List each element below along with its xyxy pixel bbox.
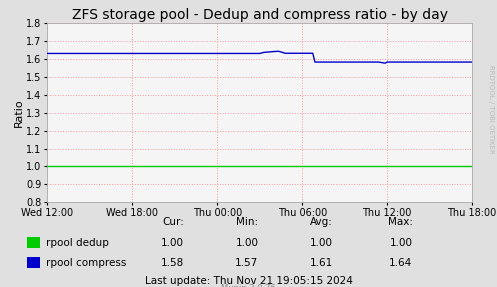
Text: Last update: Thu Nov 21 19:05:15 2024: Last update: Thu Nov 21 19:05:15 2024 [145,276,352,286]
Text: Min:: Min: [236,218,258,227]
Text: 1.58: 1.58 [161,258,184,267]
Text: rpool compress: rpool compress [46,258,126,267]
Text: 1.00: 1.00 [161,238,184,247]
Text: Avg:: Avg: [310,218,333,227]
Text: 1.00: 1.00 [310,238,333,247]
Text: Munin 2.0.76: Munin 2.0.76 [221,284,276,287]
Text: Max:: Max: [388,218,413,227]
Y-axis label: Ratio: Ratio [13,98,23,127]
Title: ZFS storage pool - Dedup and compress ratio - by day: ZFS storage pool - Dedup and compress ra… [72,8,448,22]
Text: 1.61: 1.61 [310,258,333,267]
Text: 1.00: 1.00 [390,238,413,247]
Text: rpool dedup: rpool dedup [46,238,109,247]
Text: 1.64: 1.64 [389,258,413,267]
Text: RRDTOOL / TOBI OETIKER: RRDTOOL / TOBI OETIKER [488,65,494,154]
Text: 1.00: 1.00 [236,238,258,247]
Text: 1.57: 1.57 [235,258,258,267]
Text: Cur:: Cur: [162,218,184,227]
